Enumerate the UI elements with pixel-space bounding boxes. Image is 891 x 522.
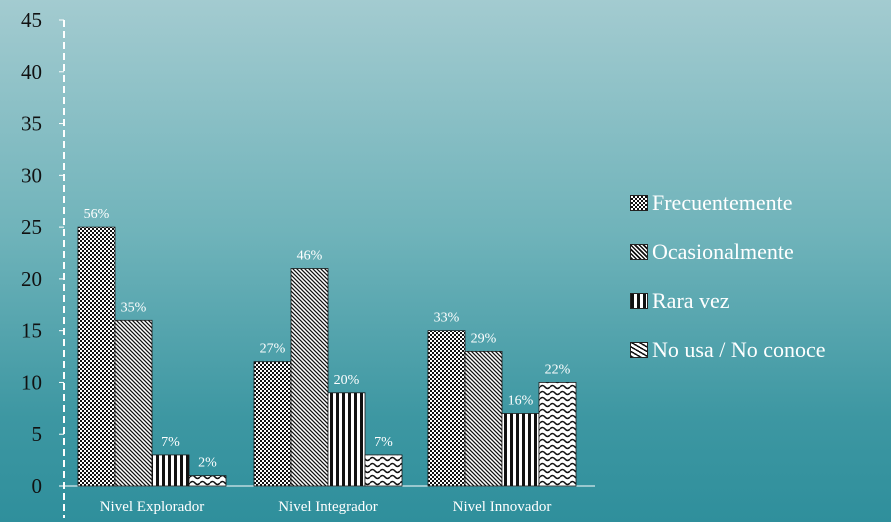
bar — [464, 350, 503, 487]
y-tick-label: 15 — [21, 319, 42, 343]
bar — [151, 454, 190, 487]
legend-label: No usa / No conoce — [652, 336, 826, 362]
bar — [427, 330, 466, 487]
data-label: 20% — [334, 373, 360, 388]
y-tick-label: 35 — [21, 112, 42, 136]
legend: Frecuentemente Ocasionalmente Rara vez No u… — [630, 178, 826, 374]
data-label: 7% — [374, 435, 393, 450]
bar — [188, 475, 227, 487]
y-tick-label: 0 — [32, 474, 43, 498]
x-category-label: Nivel Integrador — [278, 499, 378, 515]
legend-item: Rara vez — [630, 276, 826, 325]
axes: 0 5 10 15 20 25 30 35 40 45 — [21, 8, 595, 518]
data-label: 35% — [121, 300, 147, 315]
data-label: 2% — [198, 456, 217, 471]
legend-swatch — [630, 243, 648, 260]
data-label: 16% — [508, 394, 534, 409]
data-label: 22% — [545, 362, 571, 377]
data-label: 46% — [297, 249, 323, 264]
y-tick-label: 30 — [21, 163, 42, 187]
bar — [114, 319, 153, 487]
data-label: 56% — [84, 207, 110, 222]
y-tick-label: 5 — [32, 422, 43, 446]
legend-label: Frecuentemente — [652, 189, 793, 215]
legend-item: Frecuentemente — [630, 178, 826, 227]
legend-label: Ocasionalmente — [652, 238, 794, 264]
legend-swatch — [630, 292, 648, 309]
y-tick-label: 40 — [21, 60, 42, 84]
data-label: 7% — [161, 435, 180, 450]
legend-item: Ocasionalmente — [630, 227, 826, 276]
data-labels: 56% 35% 7% 2% Nivel Explorador 27% 46% 20% 7% Niv… — [84, 207, 571, 515]
y-tick-label: 20 — [21, 267, 42, 291]
legend-item: No usa / No conoce — [630, 325, 826, 374]
data-label: 27% — [260, 342, 286, 357]
legend-label: Rara vez — [652, 287, 730, 313]
bar — [253, 361, 292, 487]
y-tick-label: 10 — [21, 370, 42, 394]
data-label: 33% — [434, 311, 460, 326]
bars — [77, 226, 577, 487]
data-label: 29% — [471, 331, 497, 346]
bar — [501, 413, 540, 487]
x-category-label: Nivel Innovador — [453, 499, 552, 515]
bar — [538, 382, 577, 487]
bar — [327, 392, 366, 487]
bar — [77, 226, 116, 487]
legend-swatch — [630, 341, 648, 358]
x-category-label: Nivel Explorador — [100, 499, 205, 515]
y-tick-label: 25 — [21, 215, 42, 239]
y-tick-label: 45 — [21, 8, 42, 32]
bar — [364, 454, 403, 487]
bar — [290, 268, 329, 487]
legend-swatch — [630, 194, 648, 211]
